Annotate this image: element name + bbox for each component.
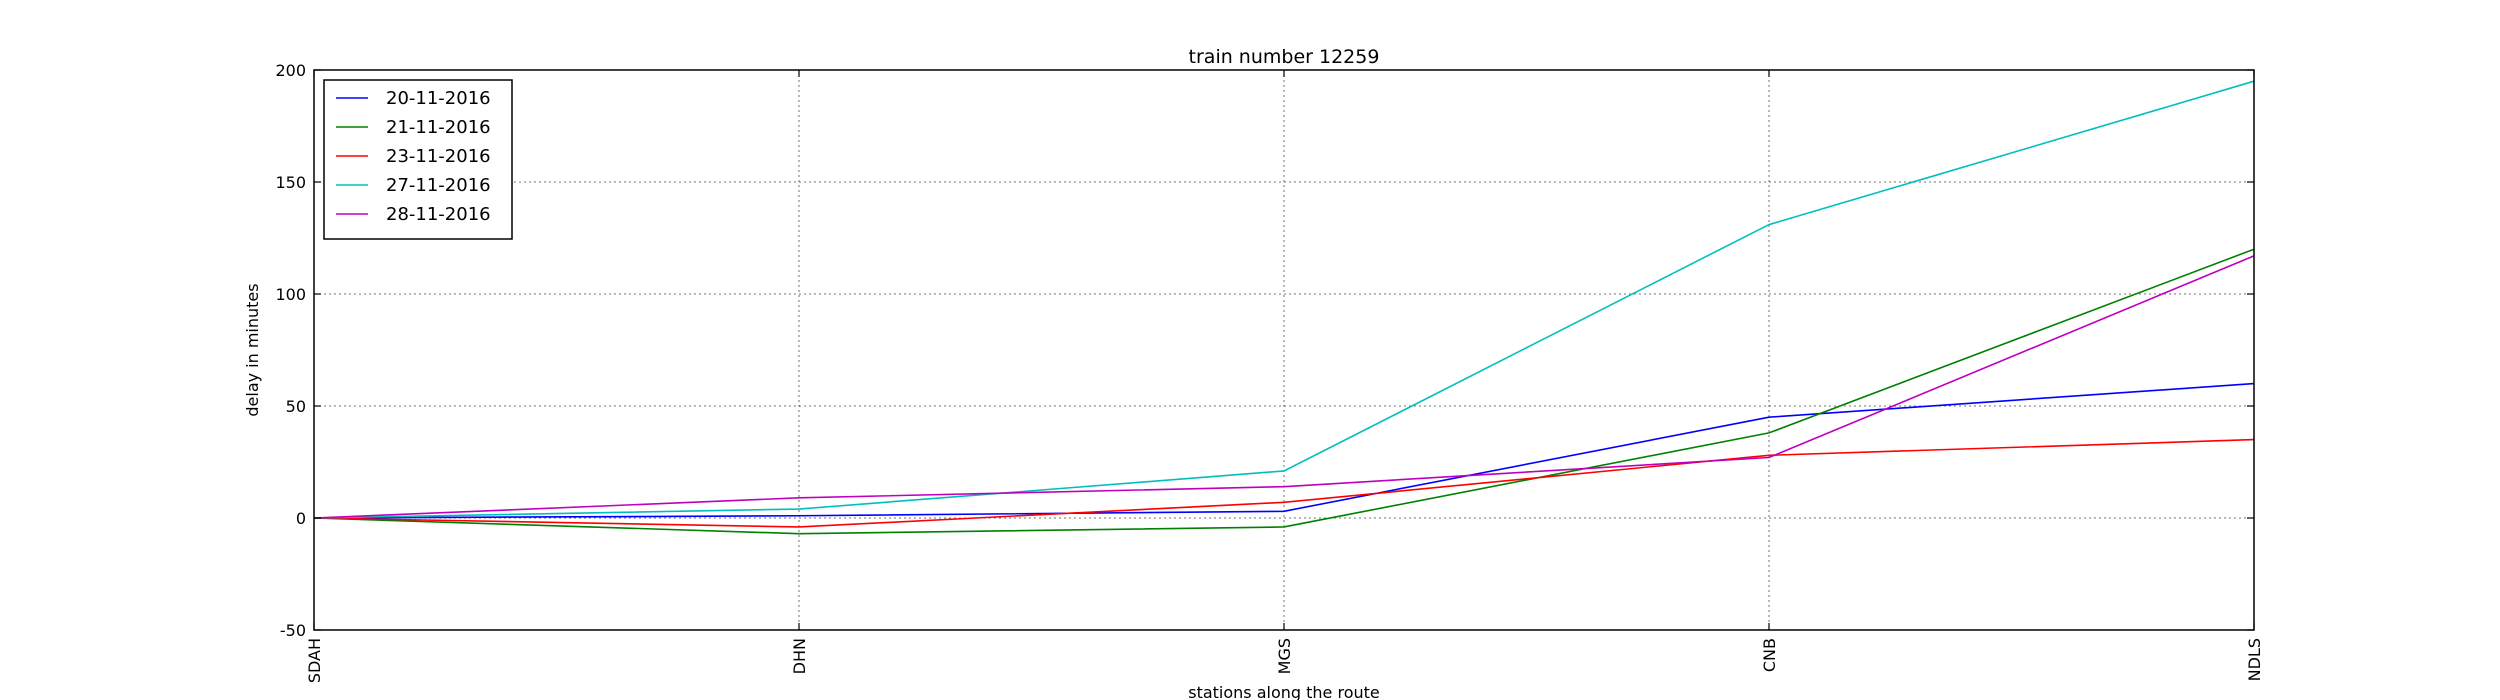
- series-line: [313, 80, 2255, 519]
- x-tick-label: NDLS: [2245, 638, 2264, 681]
- y-tick-label: 100: [275, 285, 306, 304]
- series-line: [313, 248, 2255, 535]
- x-tick-label: CNB: [1760, 638, 1779, 672]
- series-line: [313, 255, 2255, 519]
- legend-label: 20-11-2016: [386, 88, 491, 109]
- legend-label: 23-11-2016: [386, 146, 491, 167]
- legend-label: 27-11-2016: [386, 175, 491, 196]
- y-tick-label: 200: [275, 61, 306, 80]
- x-tick-label: SDAH: [305, 638, 324, 683]
- x-axis-label: stations along the route: [1188, 683, 1380, 700]
- y-tick-label: 150: [275, 173, 306, 192]
- y-tick-label: 0: [296, 509, 306, 528]
- legend: 20-11-2016 21-11-2016 23-11-2016 27-11-2016…: [323, 79, 513, 240]
- series-layer: [313, 80, 2255, 535]
- x-tick-label: MGS: [1275, 638, 1294, 674]
- legend-box: [323, 79, 513, 240]
- legend-label: 21-11-2016: [386, 117, 491, 138]
- legend-items: 20-11-2016 21-11-2016 23-11-2016 27-11-2016…: [336, 88, 491, 225]
- tick-layer: SDAH DHN MGS CNB NDLS -50 0 50 100 150 200: [275, 61, 2264, 683]
- chart-title: train number 12259: [1189, 46, 1380, 68]
- y-tick-label: 50: [286, 397, 306, 416]
- grid-layer: [314, 70, 2254, 630]
- series-line: [313, 382, 2255, 519]
- x-tick-label: DHN: [790, 638, 809, 674]
- y-axis-label: delay in minutes: [243, 283, 262, 416]
- legend-label: 28-11-2016: [386, 204, 491, 225]
- y-tick-label: -50: [280, 621, 306, 640]
- series-line: [313, 438, 2255, 528]
